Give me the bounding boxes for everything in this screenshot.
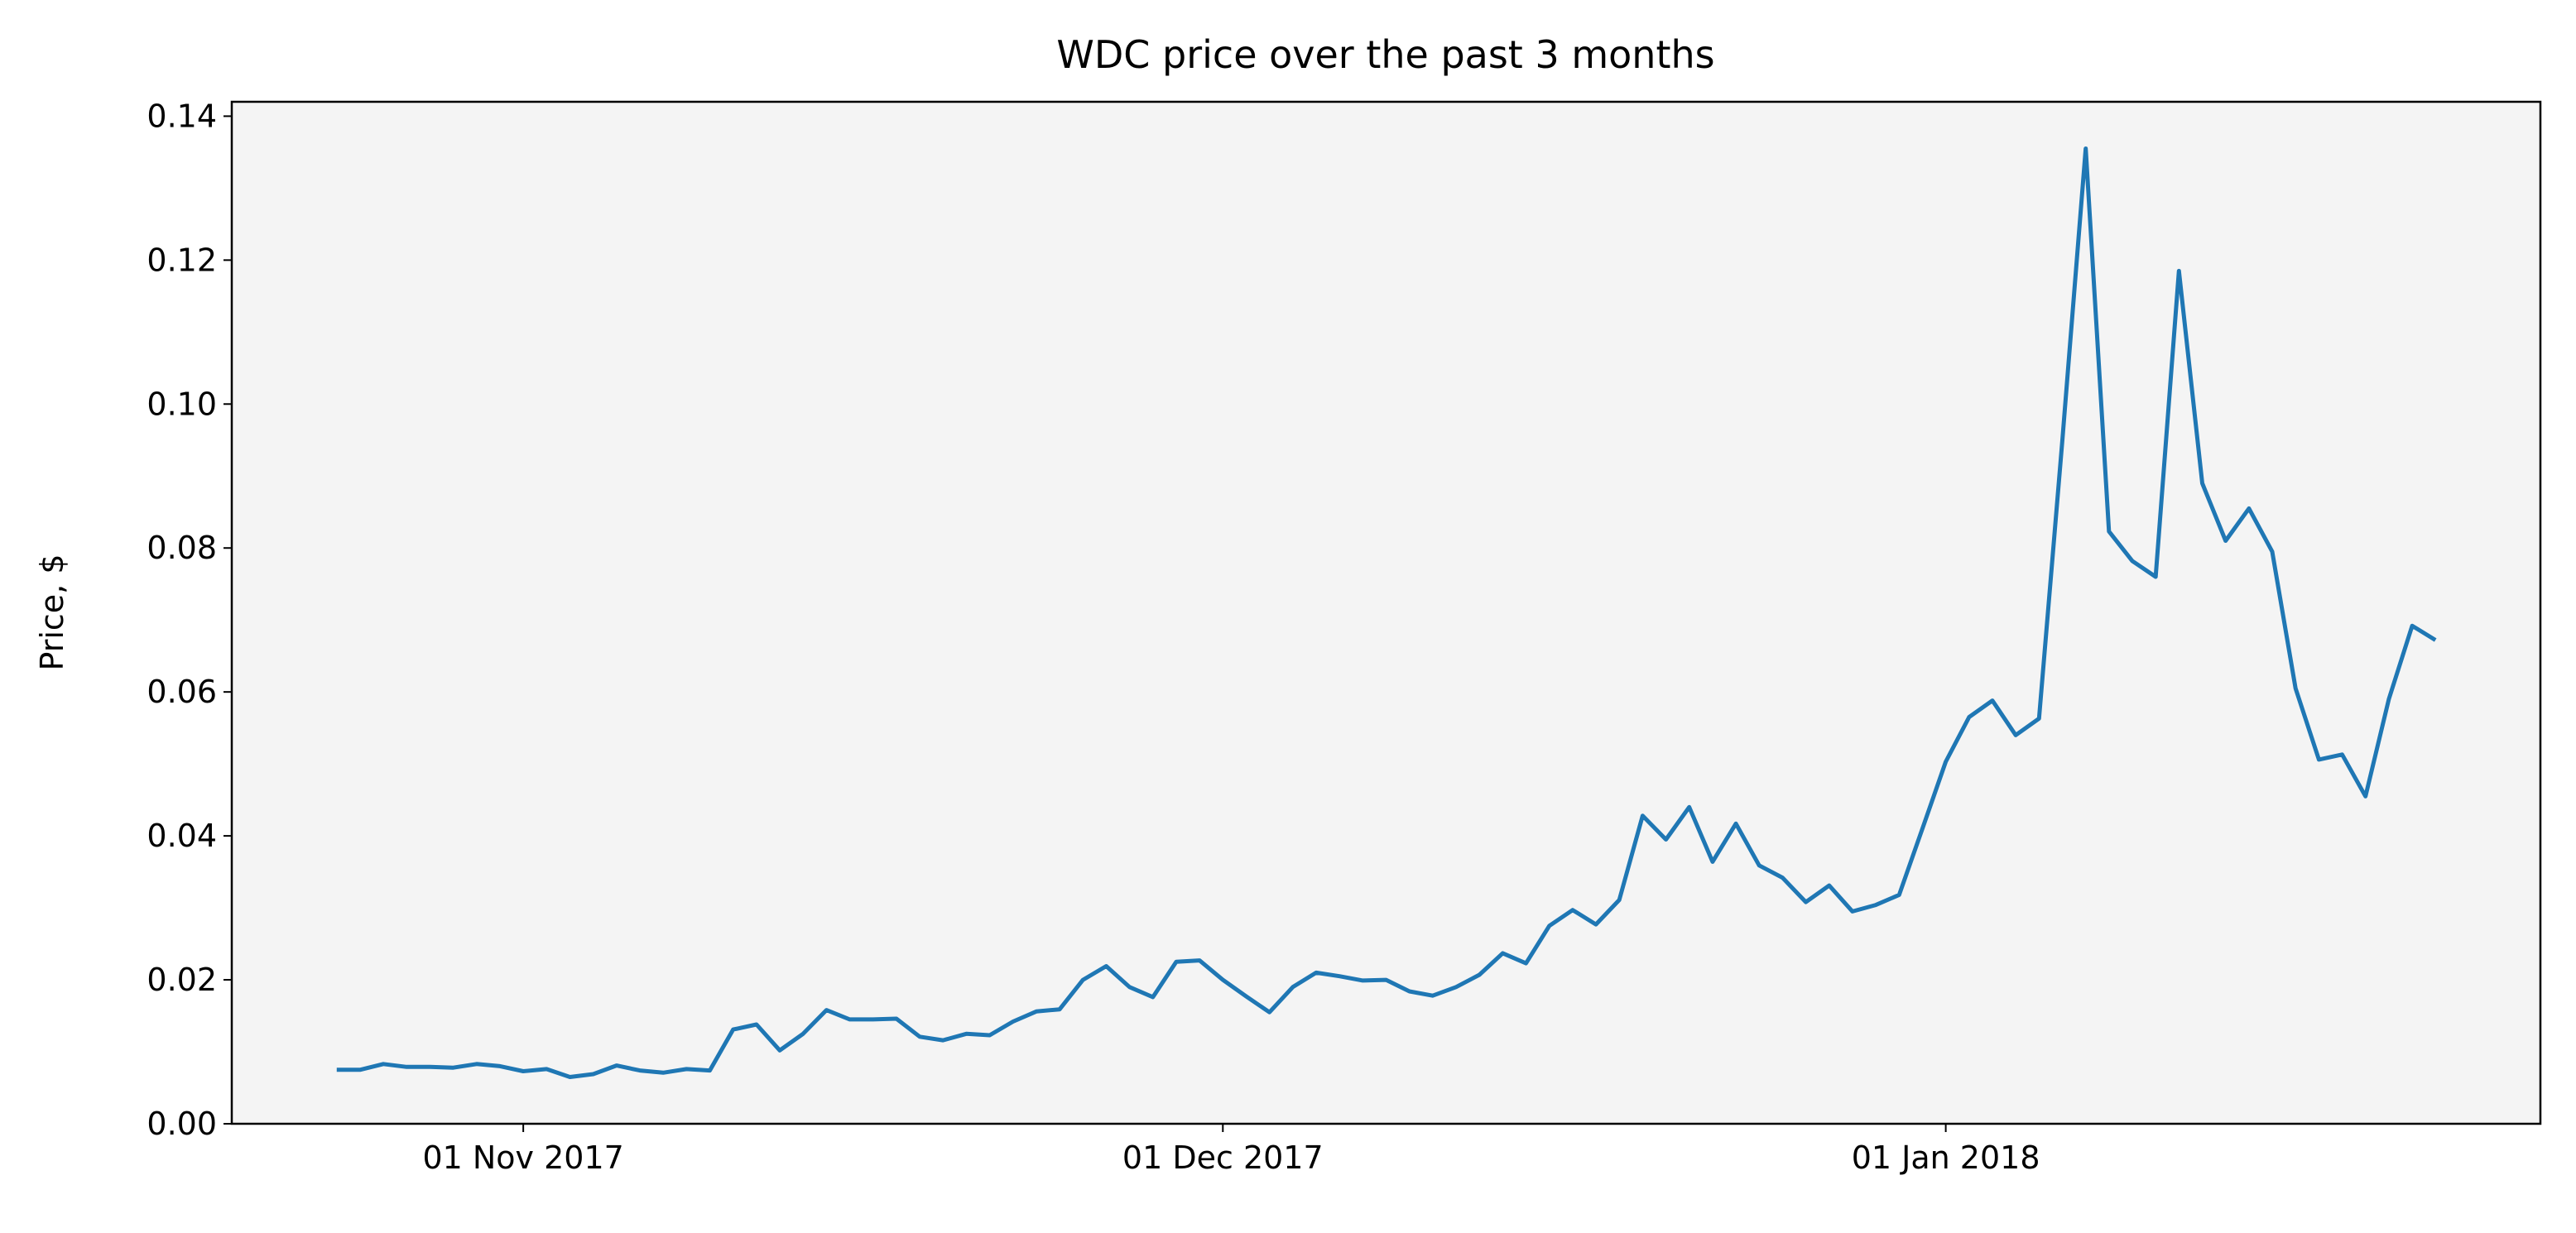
chart-title: WDC price over the past 3 months [1056,32,1714,77]
price-line [336,146,2437,1079]
y-tick-label: 0.14 [147,98,217,134]
y-tick-label: 0.08 [147,530,217,566]
y-tick-label: 0.06 [147,674,217,710]
plot-frame [230,100,2542,1125]
x-tick-label: 01 Jan 2018 [1852,1139,2040,1176]
y-tick-label: 0.00 [147,1106,217,1142]
y-axis-label: Price, $ [34,554,70,670]
x-tick-label: 01 Nov 2017 [422,1139,623,1176]
x-tick-label: 01 Dec 2017 [1122,1139,1324,1176]
y-tick-label: 0.12 [147,242,217,278]
y-tick-label: 0.10 [147,386,217,422]
plot-background [232,102,2540,1124]
y-tick-label: 0.04 [147,818,217,854]
y-tick-label: 0.02 [147,962,217,998]
